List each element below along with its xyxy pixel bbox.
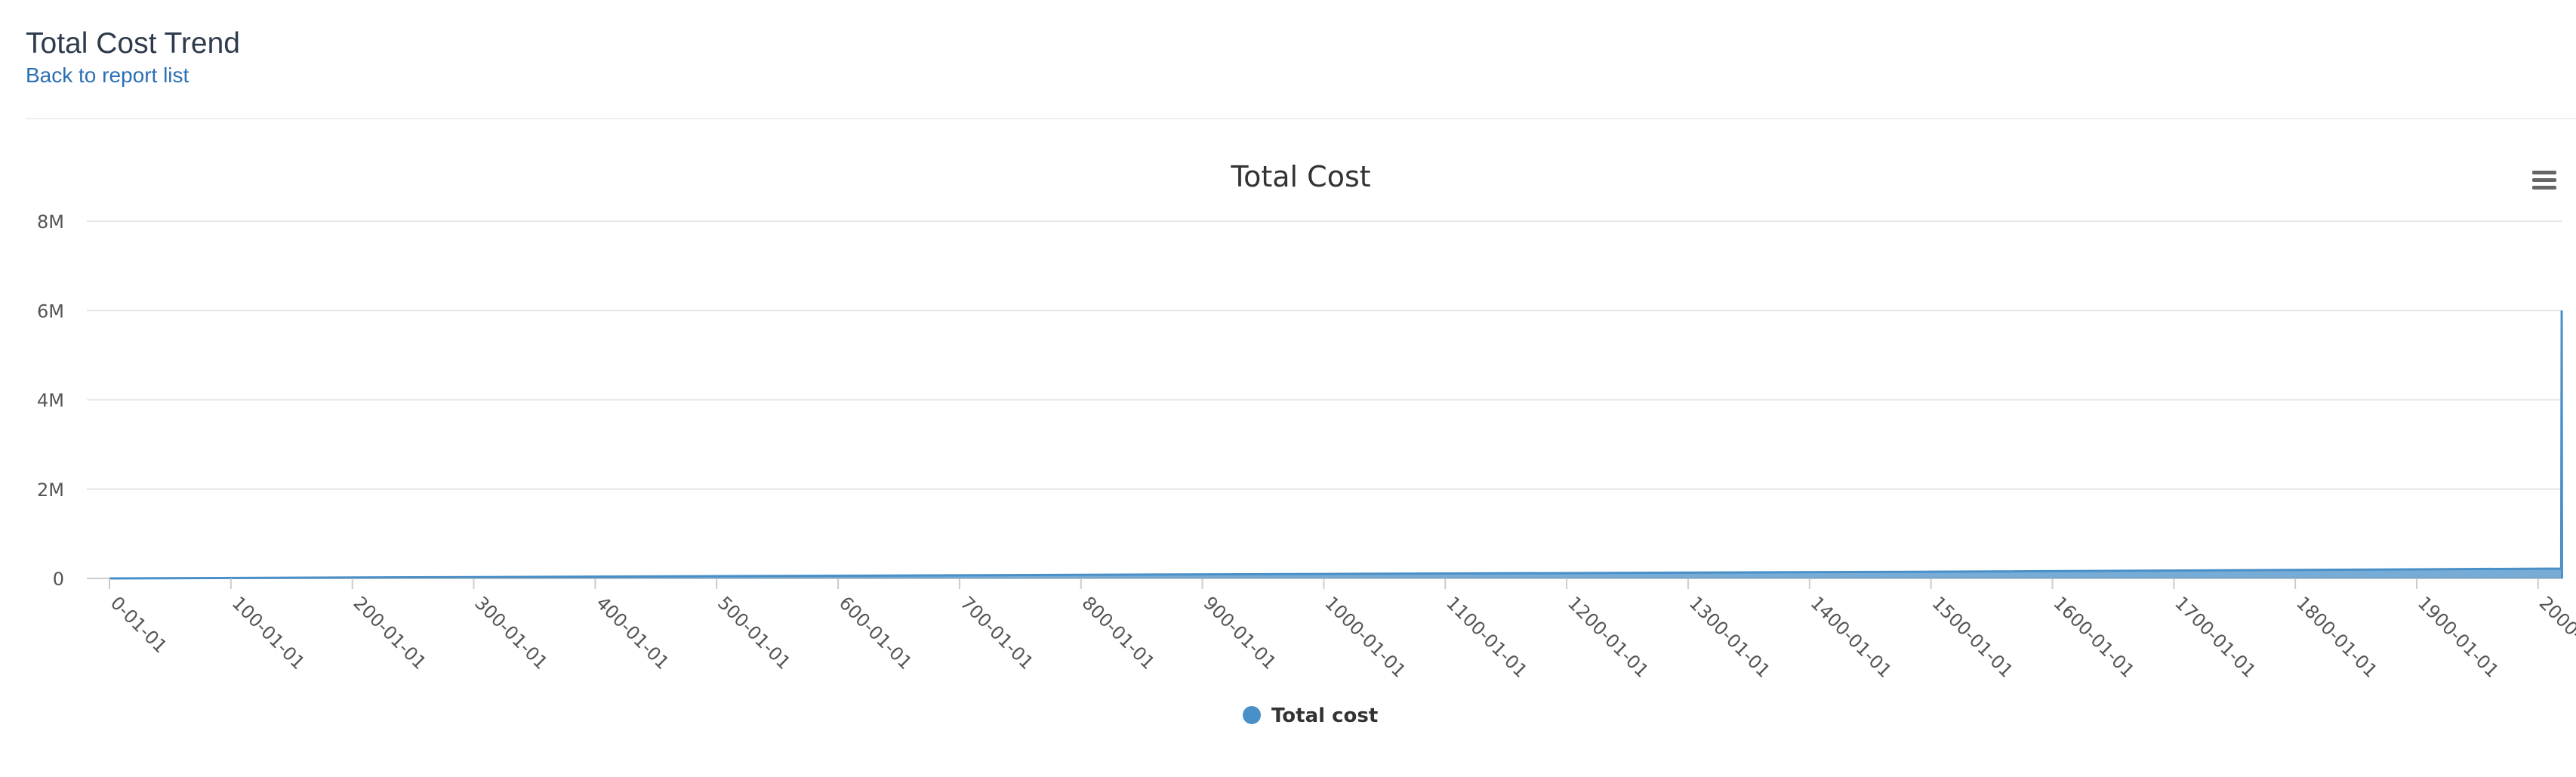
x-tick-label: 100-01-01 (228, 592, 310, 674)
x-tick-label: 1000-01-01 (1320, 592, 1410, 681)
x-tick-label: 1300-01-01 (1685, 592, 1774, 681)
x-tick-label: 1500-01-01 (1927, 592, 2017, 681)
x-tick-label: 0-01-01 (106, 592, 171, 657)
x-tick-label: 700-01-01 (957, 592, 1038, 674)
hamburger-menu-icon (2532, 171, 2556, 190)
y-tick-label: 4M (37, 390, 64, 412)
x-tick-label: 2000-01-01 (2535, 592, 2576, 681)
x-tick-label: 900-01-01 (1199, 592, 1280, 674)
y-tick-label: 2M (37, 479, 64, 501)
x-tick-label: 1800-01-01 (2292, 592, 2381, 681)
chart-legend[interactable]: Total cost (1243, 705, 1378, 727)
y-tick-label: 0 (53, 569, 64, 590)
x-tick-label: 300-01-01 (470, 592, 552, 674)
x-tick-label: 1700-01-01 (2171, 592, 2260, 681)
x-tick-label: 1400-01-01 (1807, 592, 1896, 681)
grid-layer (87, 221, 2562, 578)
x-tick-label: 1100-01-01 (1442, 592, 1531, 681)
x-tick-label: 200-01-01 (349, 592, 430, 674)
x-tick-label: 600-01-01 (835, 592, 917, 674)
x-tick-label: 400-01-01 (592, 592, 673, 674)
x-tick-label: 1900-01-01 (2414, 592, 2503, 681)
y-axis: 0 2M 4M 6M 8M (37, 211, 64, 590)
x-axis: 0-01-01 100-01-01 200-01-01 300-01-01 400-01… (106, 578, 2576, 682)
x-tick-label: 800-01-01 (1077, 592, 1159, 674)
legend-label: Total cost (1271, 705, 1378, 727)
series-area-total-cost (109, 310, 2562, 578)
series-layer (109, 310, 2562, 578)
chart-title: Total Cost (1230, 160, 1370, 193)
x-tick-label: 500-01-01 (713, 592, 795, 674)
y-tick-label: 8M (37, 211, 64, 233)
series-line-total-cost (109, 310, 2562, 578)
y-tick-label: 6M (37, 301, 64, 322)
chart-menu-button[interactable] (2528, 165, 2561, 198)
legend-marker (1243, 706, 1261, 724)
x-tick-label: 1200-01-01 (1564, 592, 1653, 681)
x-tick-label: 1600-01-01 (2049, 592, 2138, 681)
